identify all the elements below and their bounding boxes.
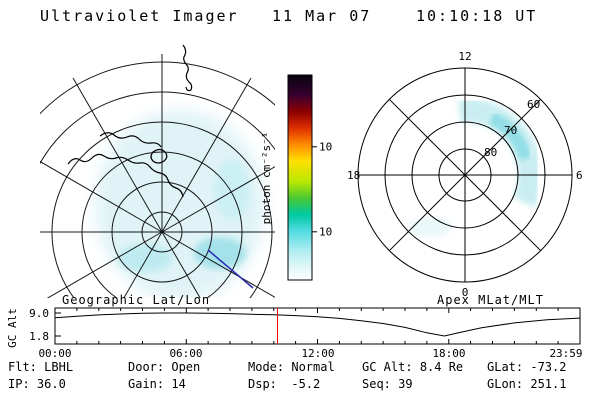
xtick-0000: 00:00	[38, 347, 71, 360]
header-date: 11 Mar 07	[272, 7, 372, 25]
xtick-2359: 23:59	[549, 347, 582, 360]
status-gc-alt: GC Alt: 8.4 Re	[362, 360, 464, 374]
mlt-label-18: 18	[347, 169, 360, 182]
status-glat: GLat: -73.2	[487, 360, 567, 374]
status-mode: Mode: Normal	[248, 360, 335, 374]
altitude-plot: GC Alt 9.0 1.8 00:00 06:00 12:00 18:00 2…	[6, 307, 583, 360]
altitude-yticks	[55, 312, 61, 337]
ytick-1.8: 1.8	[29, 330, 49, 343]
mlt-label-0: 0	[462, 286, 469, 299]
xtick-0600: 06:00	[169, 347, 202, 360]
apex-caption: Apex MLat/MLT	[437, 293, 544, 307]
mlt-label-6: 6	[576, 169, 583, 182]
status-seq: Seq: 39	[362, 377, 413, 391]
status-door: Door: Open	[128, 360, 201, 374]
geo-latlon-grid	[40, 54, 275, 298]
colorbar: photon cm⁻²s⁻¹ 100 10	[260, 74, 333, 281]
xtick-1200: 12:00	[301, 347, 334, 360]
colorbar-tick-10: 10	[319, 226, 332, 239]
colorbar-tick-100: 100	[319, 141, 333, 154]
geographic-plot	[40, 44, 275, 298]
altitude-xticks	[54, 308, 581, 344]
apex-grid	[357, 67, 573, 283]
instrument-title: Ultraviolet Imager	[40, 7, 239, 25]
status-filter: Flt: LBHL	[8, 360, 74, 374]
colorbar-label: photon cm⁻²s⁻¹	[260, 132, 273, 225]
status-dsp: Dsp: -5.2	[248, 377, 321, 391]
colorbar-ramp	[287, 74, 313, 281]
colorbar-ticks	[312, 146, 317, 233]
geo-aurora-emission	[95, 110, 265, 298]
altitude-ylabel: GC Alt	[6, 308, 19, 348]
apex-plot: 12 0 18 6 60 70 80	[347, 50, 583, 299]
header-time: 10:10:18 UT	[416, 7, 538, 25]
status-gain: Gain: 14	[128, 377, 186, 391]
mlt-label-12: 12	[458, 50, 471, 63]
mlat-label-60: 60	[527, 98, 540, 111]
status-glon: GLon: 251.1	[487, 377, 567, 391]
orbit-track-line	[207, 249, 254, 289]
mlat-label-80: 80	[484, 146, 497, 159]
altitude-curve	[54, 312, 580, 337]
mlat-label-70: 70	[504, 124, 517, 137]
status-ip: IP: 36.0	[8, 377, 66, 391]
geo-caption: Geographic Lat/Lon	[62, 293, 211, 307]
ytick-9: 9.0	[29, 307, 49, 320]
antarctica-coastline	[67, 44, 193, 198]
xtick-1800: 18:00	[432, 347, 465, 360]
